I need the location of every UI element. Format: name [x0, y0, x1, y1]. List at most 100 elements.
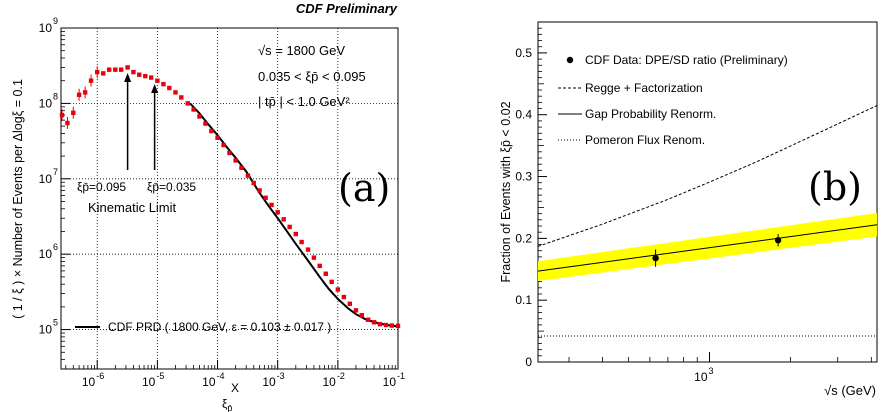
annotation-t-range: | tp̄ | < 1.0 GeV²	[258, 94, 350, 109]
chart-a-xtick-label: 10	[202, 375, 216, 389]
chart-a-data-point	[221, 142, 226, 148]
chart-a-xtick-label: 10	[142, 375, 156, 389]
chart-a-legend: CDF PRD ( 1800 GeV, ε = 0.103 ± 0.017 )	[75, 320, 331, 334]
legend-a-label: CDF PRD ( 1800 GeV, ε = 0.103 ± 0.017 )	[108, 320, 331, 334]
chart-a-data-point	[191, 107, 196, 112]
chart-a-data-point	[173, 90, 178, 95]
chart-a-data-point	[106, 67, 112, 72]
chart-a-frame	[60, 27, 399, 370]
chart-a-data-point	[389, 323, 395, 328]
chart-a-xtick-exp: -1	[397, 371, 405, 381]
chart-a-data-point	[137, 72, 142, 77]
chart-a-title: CDF Preliminary	[296, 1, 398, 16]
chart-a-data-point	[347, 301, 352, 306]
arrow-label-xi-095: ξp̄=0.095	[77, 180, 126, 194]
chart-a-data-point	[143, 73, 148, 79]
legend-b-label-regge: Regge + Factorization	[585, 81, 703, 95]
chart-b-line-regge	[537, 105, 878, 247]
chart-a-ytick-label: 10	[39, 172, 53, 186]
chart-b-xtick-exp: 3	[709, 366, 714, 376]
chart-a-data-point	[366, 317, 371, 322]
chart-a-xtick-label: 10	[262, 375, 276, 389]
arrow-label-xi-035: ξp̄=0.035	[147, 180, 196, 194]
chart-a-xtick-label: 10	[383, 375, 397, 389]
chart-a-ticks	[61, 27, 399, 370]
chart-a-xtick-label: 10	[82, 375, 96, 389]
kinematic-arrow-head	[151, 84, 159, 93]
chart-b-ylabel: Fraction of Events with ξp̄ < 0.02	[499, 101, 513, 282]
chart-b-ytick-label: 0	[525, 355, 532, 369]
chart-b-ytick-label: 0.2	[515, 231, 532, 245]
chart-a-ytick-exp: 7	[53, 167, 58, 177]
chart-a-ytick-exp: 5	[53, 318, 58, 328]
chart-a-xtick-exp: -2	[337, 371, 345, 381]
chart-a-xlabel-main: ξ	[222, 397, 228, 411]
chart-a-data-point	[359, 313, 364, 318]
chart-a-data-point	[383, 322, 389, 328]
chart-b-ytick-label: 0.3	[515, 170, 532, 184]
chart-a-data-point	[269, 202, 274, 208]
chart-a-data-point	[371, 320, 377, 325]
chart-a-data-point	[293, 231, 298, 237]
annotation-xi-range: 0.035 < ξp̄ < 0.095	[258, 69, 366, 84]
chart-a-xlabel-x: X	[231, 381, 239, 395]
chart-a-data-point	[118, 67, 124, 72]
chart-a-data-point	[341, 294, 347, 300]
chart-a-data-point	[113, 67, 118, 72]
chart-a-data-point	[203, 121, 208, 126]
chart-a-line-prd	[189, 102, 399, 328]
chart-a-data-point	[155, 78, 160, 83]
chart-a-xtick-exp: -5	[156, 371, 164, 381]
chart-b-line-gap	[537, 224, 878, 272]
chart-a-ytick-exp: 6	[53, 242, 58, 252]
chart-a-data-point	[101, 71, 106, 76]
chart-b-xtick-label: 10	[694, 370, 708, 384]
chart-a-data-point	[299, 239, 304, 245]
chart-a-data-point	[257, 188, 262, 193]
chart-a-data-point	[209, 128, 214, 134]
chart-a-data-point	[239, 165, 244, 170]
chart-a-data-point	[161, 81, 166, 87]
annotation-kinematic-limit: Kinematic Limit	[88, 200, 177, 215]
chart-a-data-point	[275, 210, 280, 215]
panel-a-label: (a)	[338, 166, 390, 210]
chart-a-xlabel: ξp̄	[222, 397, 232, 412]
chart-a-ytick-exp: 8	[53, 91, 58, 101]
chart-a-data-point	[281, 217, 286, 222]
chart-b-ytick-label: 0.1	[515, 293, 532, 307]
chart-a-data-point	[263, 195, 268, 200]
chart-b-xlabel: √s (GeV)	[824, 383, 876, 398]
chart-a-data-point	[287, 224, 292, 230]
chart-b-tick-labels: 0 0.1 0.2 0.3 0.4 0.5 10 3	[515, 46, 713, 384]
chart-a-xtick-exp: -3	[277, 371, 285, 381]
legend-b-marker-data	[566, 56, 574, 64]
chart-b-ticks	[538, 27, 872, 363]
chart-a-ytick-label: 10	[39, 247, 53, 261]
chart-a-data-point	[335, 287, 341, 292]
chart-a-xlabel-sub: p̄	[227, 403, 232, 412]
chart-a-ytick-label: 10	[39, 21, 53, 35]
chart-a-xtick-exp: -6	[96, 371, 104, 381]
chart-a-data-point	[329, 279, 334, 285]
chart-a-data-point	[305, 247, 311, 252]
chart-b-uncertainty-band	[538, 213, 877, 282]
chart-a-data-point	[323, 271, 328, 276]
chart-a-ytick-label: 10	[39, 323, 53, 337]
legend-b-label-data: CDF Data: DPE/SD ratio (Preliminary)	[585, 53, 788, 67]
chart-a-series	[59, 65, 401, 329]
chart-a-data-point	[377, 321, 383, 327]
panel-a: CDF Preliminary 10 -6 10 -5 10 -4 10 -3 10 -2 10 -1…	[11, 1, 405, 412]
legend-b-label-pomeron: Pomeron Flux Renom.	[585, 133, 705, 147]
chart-a-data-point	[149, 75, 154, 80]
chart-a-xtick-exp: -4	[217, 371, 225, 381]
panel-b-label: (b)	[808, 165, 862, 209]
chart-a-data-point	[185, 101, 190, 106]
chart-a-data-point	[317, 263, 322, 269]
chart-a-data-point	[215, 135, 220, 140]
chart-b-data-point	[774, 237, 782, 244]
chart-a-data-point	[167, 85, 172, 91]
chart-b-data-point	[652, 254, 659, 262]
chart-a-ytick-label: 10	[39, 96, 53, 110]
chart-b-ytick-label: 0.5	[515, 46, 532, 60]
